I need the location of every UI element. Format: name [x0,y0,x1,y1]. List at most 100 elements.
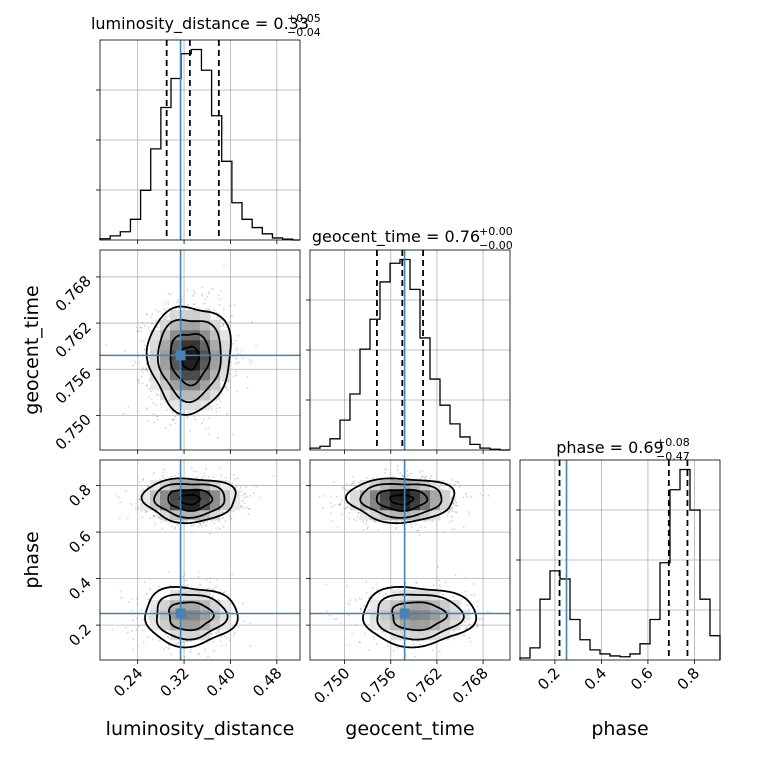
sample-point [377,529,380,532]
density-cell [220,500,231,511]
sample-point [451,479,454,481]
sample-point [234,362,237,365]
sample-point [424,526,427,528]
sample-point [244,492,247,495]
contour-line [140,477,237,525]
density-cell [190,400,201,411]
sample-point [245,495,248,498]
sample-point [120,596,123,599]
density-cell [220,360,231,371]
sample-point [465,595,468,597]
sample-point [232,488,234,491]
sample-point [453,528,456,531]
sample-point [197,571,200,574]
sample-point [448,521,451,524]
sample-point [470,496,473,498]
sample-point [340,499,343,502]
sample-point [122,412,125,415]
sample-point [182,641,185,643]
sample-point [210,633,213,636]
sample-point [157,469,159,471]
density-cell [210,480,221,491]
hist-luminosity-distance [96,39,301,241]
sample-point [222,323,225,325]
sample-point [226,389,229,392]
sample-point [207,433,210,436]
contour-line [167,488,214,512]
sample-point [174,526,177,529]
sample-point [236,352,239,355]
sample-point [198,652,201,655]
sample-point [344,488,347,491]
sample-point [330,495,333,498]
sample-point [197,575,200,578]
sample-point [401,474,404,477]
sample-point [192,524,195,527]
density-cell [220,330,231,341]
sample-point [225,637,228,640]
sample-point [247,508,250,511]
sample-point [362,528,365,531]
sample-point [135,502,137,505]
sample-point [204,467,207,470]
density-cell [210,500,221,511]
sample-point [451,520,454,522]
sample-point [213,309,215,311]
sample-point [232,634,235,637]
density-cell [180,480,191,491]
sample-point [150,398,153,401]
sample-point [217,294,220,297]
sample-point [164,401,167,404]
sample-point [216,578,219,581]
sample-point [136,603,139,606]
sample-point [239,505,242,508]
sample-point [203,475,205,477]
sample-point [345,507,347,510]
sample-point [181,297,184,300]
sample-point [348,511,351,514]
sample-point [217,436,219,439]
sample-point [158,639,161,642]
sample-point [144,344,147,347]
sample-point [237,477,239,480]
sample-point [197,653,200,656]
density-cell [220,610,231,621]
sample-point [168,521,171,524]
sample-point [424,475,427,478]
density-cell [200,310,211,321]
sample-point [229,315,232,318]
sample-point [461,634,464,637]
sample-point [140,326,142,329]
density-cell [200,380,211,391]
sample-point [462,496,465,499]
sample-point [331,506,334,508]
sample-point [416,530,419,532]
sample-point [210,632,212,635]
sample-point [230,361,232,363]
sample-point [218,631,221,634]
sample-point [164,427,167,430]
sample-point [219,387,222,390]
sample-point [137,378,140,381]
density-cell [150,610,161,621]
sample-point [161,474,164,477]
sample-point [345,506,348,509]
title-luminosity-distance-minus: −0.04 [287,26,321,39]
sample-point [193,415,196,418]
density-cell [170,360,181,371]
sample-point [137,625,140,627]
sample-point [481,617,484,620]
sample-point [366,527,369,530]
sample-point [139,326,142,329]
sample-point [255,485,258,488]
sample-point [197,526,200,528]
sample-point [119,590,122,593]
density-cell [170,500,181,511]
sample-point [232,510,235,513]
contours [145,305,232,416]
sample-point [357,512,359,515]
sample-point [477,600,480,603]
sample-point [138,498,141,501]
sample-point [329,501,332,504]
sample-point [450,508,453,511]
